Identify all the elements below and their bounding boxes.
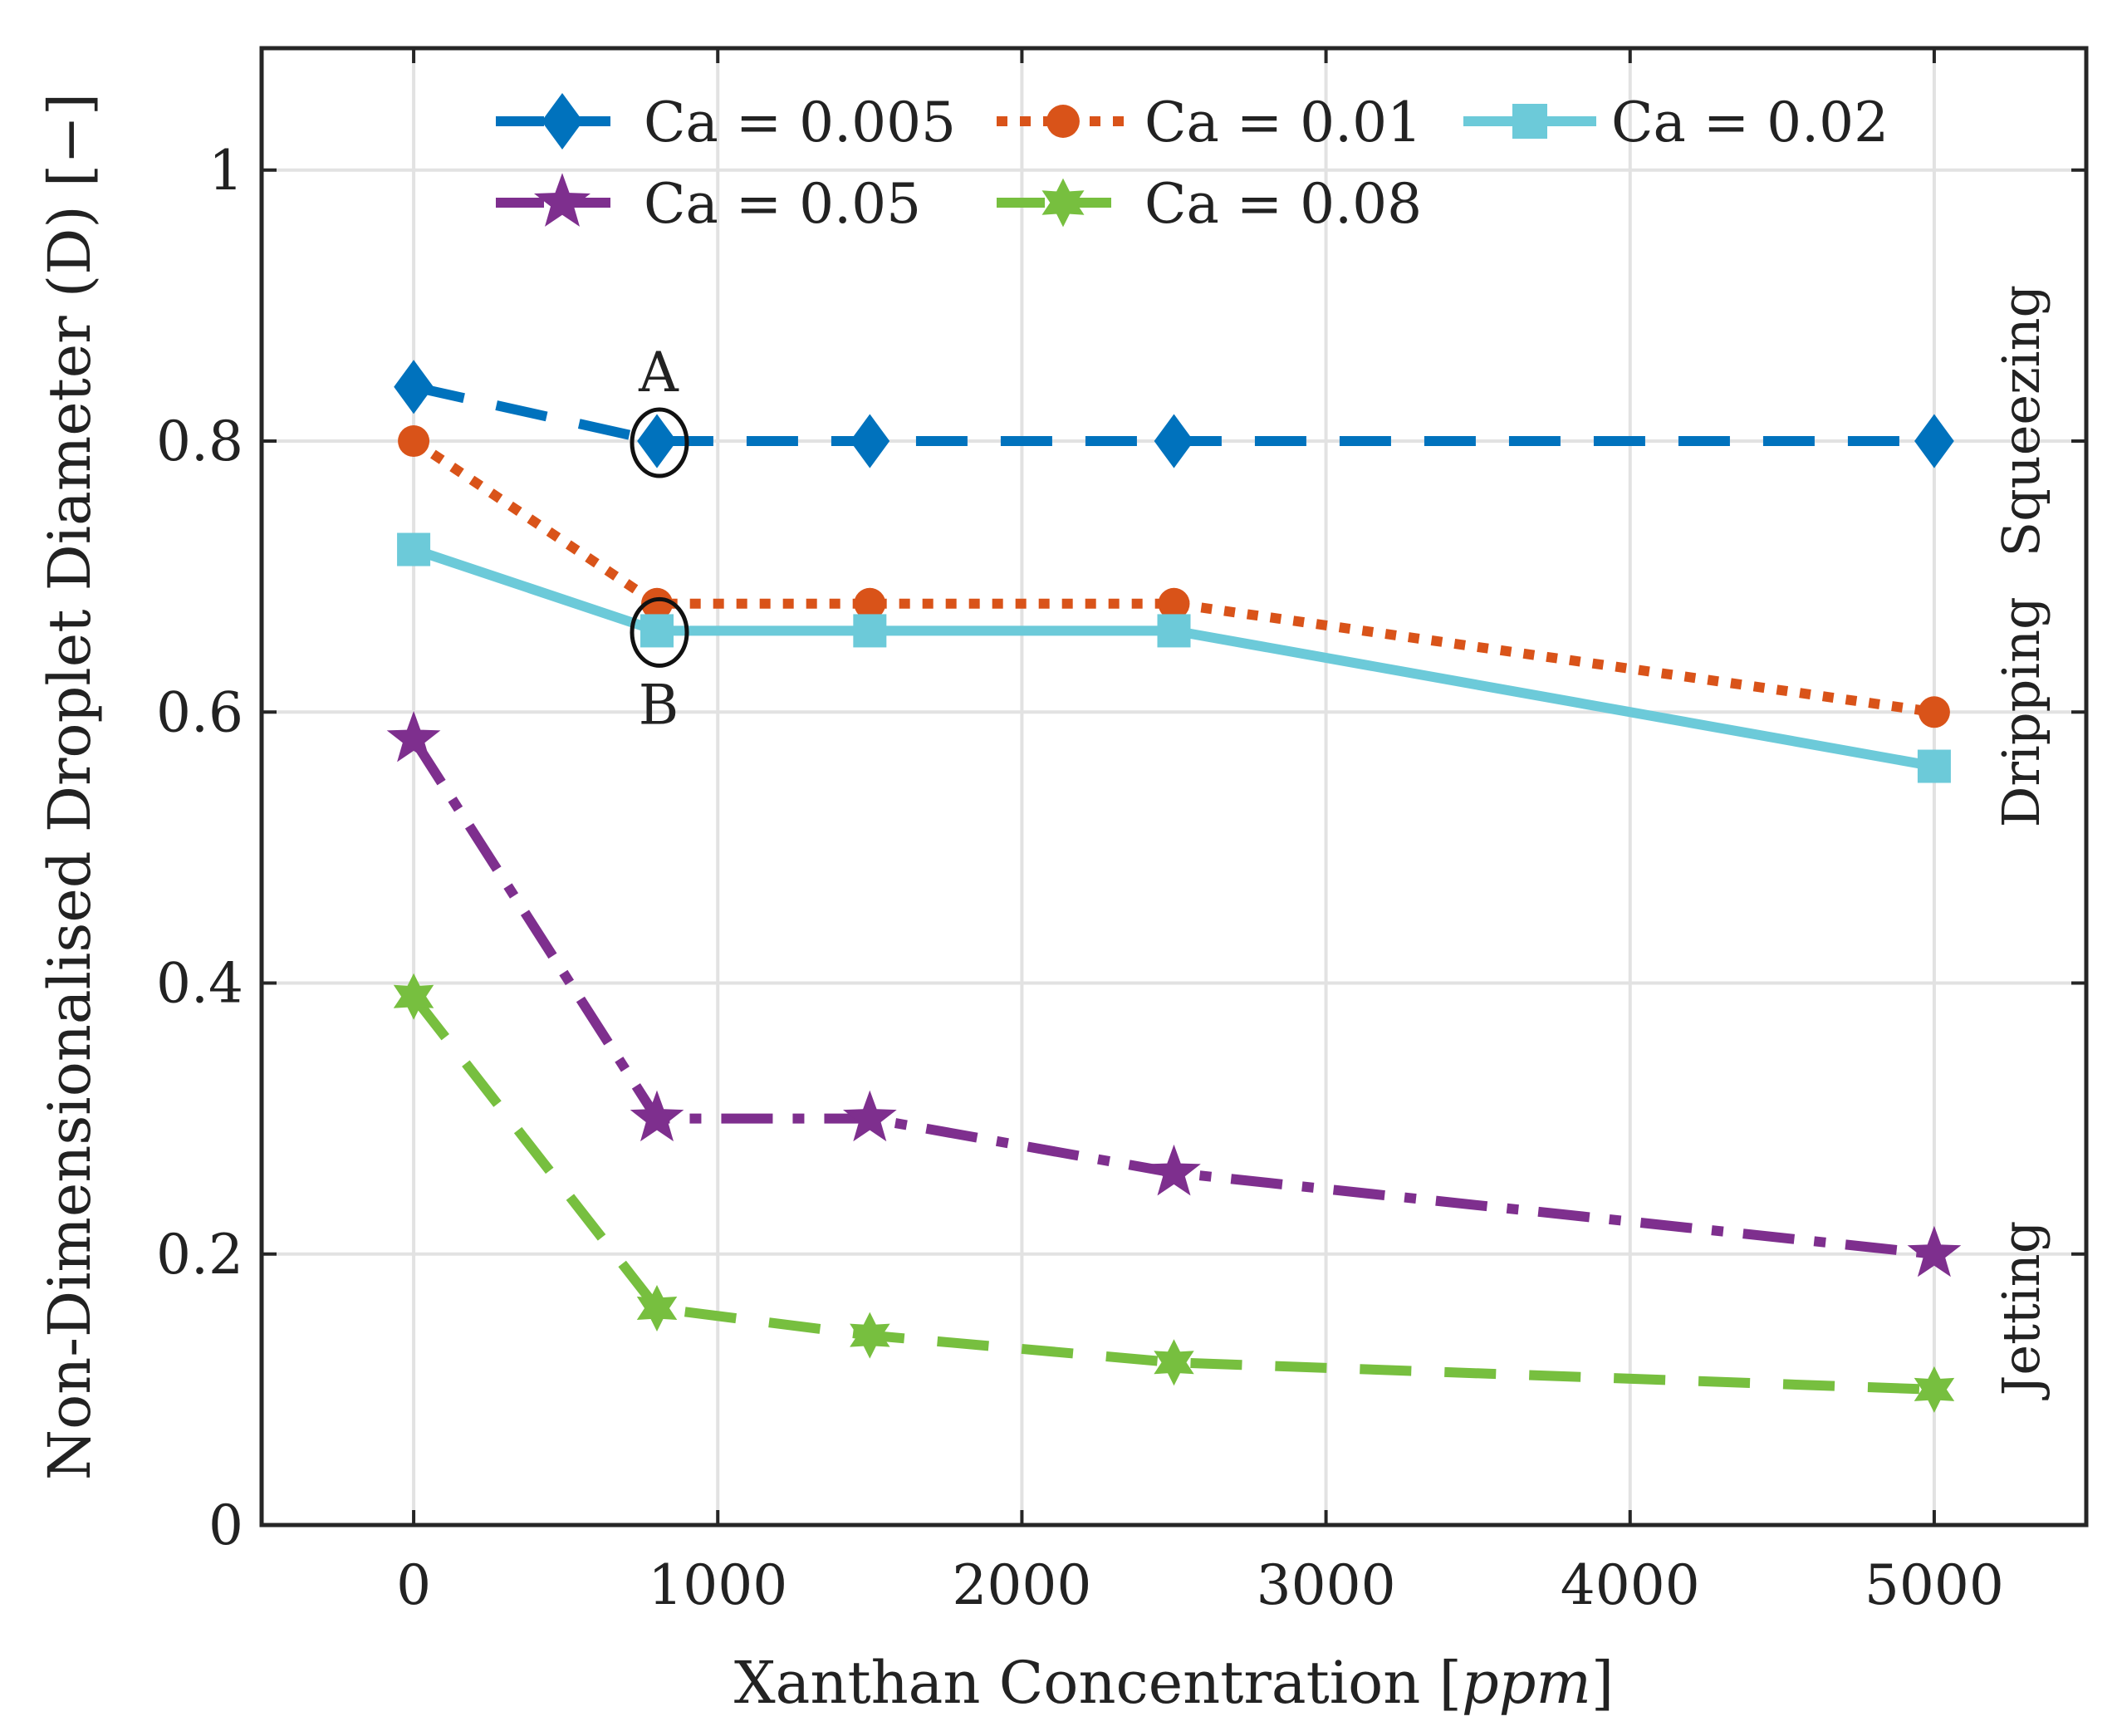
x-tick-label: 3000 (1257, 1553, 1396, 1617)
series-markers (386, 360, 1962, 1413)
x-axis-title: Xanthan Concentration [ppm] (734, 1649, 1614, 1717)
tick-labels: 0 1000 2000 3000 4000 5000 0 0.2 0.4 0.6 0.8 1 (156, 139, 2004, 1617)
data-point-ca-0-01 (398, 425, 430, 458)
series-lines (409, 381, 1939, 1395)
x-axis-unit-close: ] (1591, 1649, 1614, 1717)
data-point-ca-0-08 (1154, 1339, 1194, 1386)
data-point-ca-0-005 (637, 414, 677, 468)
grid-lines (262, 48, 2086, 1527)
legend-marker-ca-0-02 (1512, 104, 1547, 139)
regime-label-jetting: Jetting (1991, 1221, 2051, 1401)
y-tick-label: 1 (208, 139, 243, 203)
regime-labels: Squeezing Dripping Jetting (1991, 285, 2051, 1401)
data-point-ca-0-005 (1914, 414, 1954, 468)
data-point-ca-0-08 (393, 973, 434, 1020)
series-line-ca-0-01 (410, 437, 1935, 718)
data-point-ca-0-01 (1158, 587, 1190, 620)
regime-label-squeezing: Squeezing (1991, 285, 2051, 557)
legend-marker-ca-0-05 (534, 173, 591, 227)
data-point-ca-0-05 (1147, 1144, 1201, 1196)
plot-frame (259, 46, 2089, 1528)
x-axis-title-text: Xanthan Concentration (734, 1649, 1421, 1717)
callout-circle-a (630, 407, 689, 478)
callout-label-a: A (638, 341, 679, 405)
data-point-ca-0-08 (636, 1285, 678, 1331)
y-tick-label: 0.8 (156, 409, 243, 473)
data-point-ca-0-05 (1907, 1225, 1962, 1277)
data-point-ca-0-005 (850, 414, 890, 468)
callout-label-b: B (639, 673, 679, 737)
y-tick-label: 0.4 (156, 952, 243, 1016)
data-point-ca-0-02 (1157, 614, 1191, 648)
x-tick-label: 4000 (1561, 1553, 1700, 1617)
callout-circle-b (630, 596, 689, 668)
regime-label-dripping: Dripping (1991, 596, 2051, 827)
data-point-ca-0-02 (853, 614, 887, 648)
legend-label-ca-0-05: Ca = 0.05 (644, 172, 921, 236)
y-tick-label: 0.2 (156, 1223, 243, 1287)
data-point-ca-0-08 (850, 1312, 890, 1359)
data-point-ca-0-05 (843, 1090, 897, 1142)
y-tick-label: 0 (208, 1493, 243, 1557)
data-point-ca-0-01 (1918, 696, 1950, 728)
legend-label-ca-0-005: Ca = 0.005 (644, 91, 956, 154)
x-tick-label: 1000 (648, 1553, 787, 1617)
y-axis-title: Non-Dimensionalised Droplet Diameter (D)… (36, 93, 104, 1480)
callouts: AB (630, 341, 689, 737)
data-point-ca-0-005 (1154, 414, 1194, 468)
legend-label-ca-0-01: Ca = 0.01 (1144, 91, 1422, 154)
x-axis-unit: ppm (1462, 1649, 1591, 1717)
data-point-ca-0-05 (630, 1090, 684, 1142)
data-point-ca-0-02 (1917, 749, 1951, 783)
data-point-ca-0-05 (386, 710, 441, 763)
legend-marker-ca-0-01 (1046, 105, 1080, 138)
data-point-ca-0-01 (641, 587, 674, 620)
data-point-ca-0-02 (640, 614, 674, 648)
data-point-ca-0-005 (394, 360, 434, 414)
legend: Ca = 0.005 Ca = 0.01 Ca = 0.02 Ca = 0.05 Ca … (496, 91, 1889, 236)
axis-ticks (262, 48, 2086, 1527)
x-tick-label: 2000 (952, 1553, 1091, 1617)
legend-label-ca-0-08: Ca = 0.08 (1144, 172, 1422, 236)
series-line-ca-0-08 (409, 993, 1935, 1395)
legend-marker-ca-0-005 (542, 92, 583, 150)
data-point-ca-0-02 (397, 532, 431, 566)
x-tick-label: 5000 (1865, 1553, 2004, 1617)
x-axis-unit-open: [ (1420, 1649, 1462, 1717)
legend-label-ca-0-02: Ca = 0.02 (1611, 91, 1889, 154)
data-point-ca-0-08 (1914, 1366, 1955, 1413)
x-tick-label: 0 (396, 1553, 431, 1617)
data-point-ca-0-01 (854, 587, 886, 620)
legend-marker-ca-0-08 (1041, 178, 1085, 228)
y-tick-label: 0.6 (156, 680, 243, 744)
